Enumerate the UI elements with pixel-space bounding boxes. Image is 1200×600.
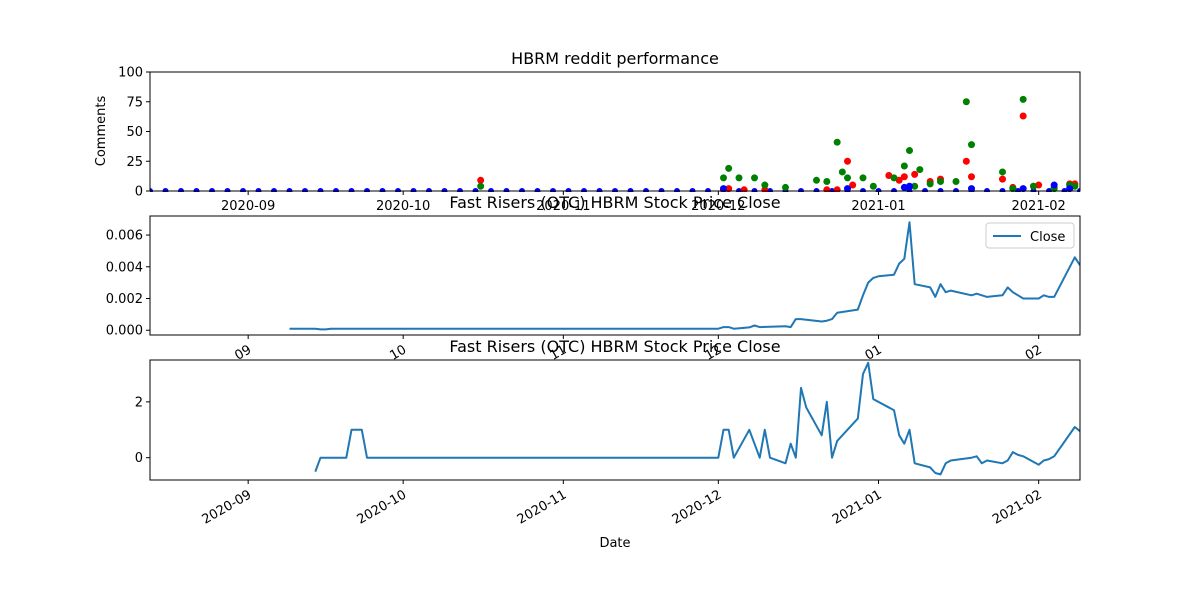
x-tick-label: 2021-02 — [1012, 199, 1066, 214]
x-tick-label: 11 — [548, 342, 570, 363]
comment-point-series-3 — [1050, 181, 1058, 189]
comment-point-series-2 — [838, 168, 846, 176]
y-tick-label: 0 — [135, 185, 143, 200]
comment-point-series-2 — [952, 177, 960, 185]
comment-point-series-2 — [999, 168, 1006, 176]
comment-point-series-2 — [859, 174, 867, 182]
stock-price-plot-area — [289, 221, 1080, 331]
panel-stock-price: 0.000 0.002 0.004 0.006 09 10 11 12 01 02 Close F… — [106, 193, 1081, 364]
comment-point-series-1 — [477, 176, 485, 184]
comment-point-series-2 — [906, 147, 913, 155]
comment-point-series-2 — [911, 182, 919, 190]
comment-point-series-1 — [999, 175, 1006, 183]
close-price-line — [289, 221, 1080, 331]
comment-point-series-1 — [849, 181, 857, 189]
comment-point-series-2 — [735, 174, 743, 182]
x-tick-label: 09 — [232, 342, 254, 363]
stock-price-2-chart-title: Fast Risers (OTC) HBRM Stock Price Close — [449, 337, 780, 356]
stock-price-axes: 0.000 0.002 0.004 0.006 09 10 11 12 01 02 — [106, 229, 1045, 364]
stock-price-2-plot-area — [314, 361, 1080, 476]
x-tick-label: 10 — [387, 342, 409, 363]
x-tick-label: 02 — [1023, 342, 1045, 363]
comment-point-series-3 — [1019, 185, 1027, 192]
comment-point-series-1 — [911, 170, 919, 178]
comment-point-series-3 — [1066, 185, 1074, 192]
y-tick-label: 25 — [126, 155, 143, 170]
comment-point-series-1 — [844, 157, 851, 165]
x-tick-label: 2020-11 — [536, 199, 590, 214]
comment-point-series-3 — [906, 182, 913, 190]
x-tick-label: 2020-10 — [376, 199, 430, 214]
comment-point-series-2 — [1019, 95, 1027, 103]
y-tick-label: 2 — [135, 395, 143, 410]
comment-point-series-2 — [751, 174, 758, 182]
comment-point-series-2 — [1009, 185, 1017, 192]
stock-price-chart-title: Fast Risers (OTC) HBRM Stock Price Close — [449, 193, 780, 212]
stock-price-2-axes-frame — [149, 359, 1081, 481]
x-tick-label: 12 — [703, 342, 725, 363]
comment-point-series-2 — [761, 181, 769, 189]
legend-close-label: Close — [1030, 230, 1065, 245]
comment-point-series-2 — [968, 141, 975, 149]
reddit-y-axis-label: Comments — [94, 96, 109, 167]
comment-point-series-3 — [844, 185, 851, 192]
y-tick-label: 75 — [126, 95, 143, 110]
legend-box — [985, 222, 1075, 249]
comment-point-series-2 — [725, 164, 733, 172]
stock-price-axes-frame — [149, 215, 1081, 336]
x-tick-label: 2020-12 — [691, 199, 745, 214]
comment-point-series-2 — [926, 180, 934, 188]
comment-point-series-2 — [916, 166, 924, 174]
y-tick-label: 0 — [135, 451, 143, 466]
y-tick-label: 100 — [118, 66, 143, 81]
y-tick-label: 0.004 — [106, 260, 143, 275]
comment-point-series-2 — [833, 138, 841, 146]
y-tick-label: 0.002 — [106, 292, 143, 307]
comment-point-series-2 — [937, 177, 944, 185]
comment-point-series-2 — [869, 182, 877, 190]
comment-point-series-2 — [844, 174, 851, 182]
comment-point-series-3 — [720, 185, 727, 192]
x-tick-label: 2021-01 — [851, 199, 905, 214]
comment-point-series-1 — [1019, 112, 1027, 120]
comment-point-series-2 — [813, 176, 820, 184]
comment-point-series-2 — [823, 177, 831, 185]
reddit-axes: 0 25 50 75 100 2020-09 2020-10 2020-11 2020-12 20… — [118, 66, 1066, 215]
legend: Close — [985, 222, 1075, 249]
comment-point-series-1 — [900, 173, 908, 181]
y-tick-label: 0.006 — [106, 229, 143, 244]
y-tick-label: 0.000 — [106, 324, 143, 339]
panel-reddit: HBRM reddit performance Comments 0 25 50 75… — [94, 49, 1081, 215]
reddit-plot-area — [150, 95, 1080, 192]
comment-point-series-2 — [720, 174, 727, 182]
comment-point-series-2 — [890, 174, 898, 182]
comment-point-series-3 — [968, 185, 975, 192]
comment-point-series-2 — [477, 182, 485, 190]
reddit-chart-title: HBRM reddit performance — [511, 49, 719, 68]
close-price-line — [314, 361, 1080, 476]
x-tick-label: 01 — [863, 342, 885, 363]
comment-point-series-2 — [782, 183, 789, 191]
y-tick-label: 50 — [126, 125, 143, 140]
comment-point-series-1 — [962, 157, 970, 165]
comment-point-series-2 — [900, 162, 908, 170]
x-axis-label: Date — [599, 536, 630, 551]
comment-point-series-2 — [1030, 182, 1037, 190]
x-tick-label: 2020-09 — [221, 199, 275, 214]
comment-point-series-1 — [725, 185, 733, 192]
comment-point-series-1 — [968, 173, 975, 181]
comment-point-series-2 — [962, 98, 970, 106]
